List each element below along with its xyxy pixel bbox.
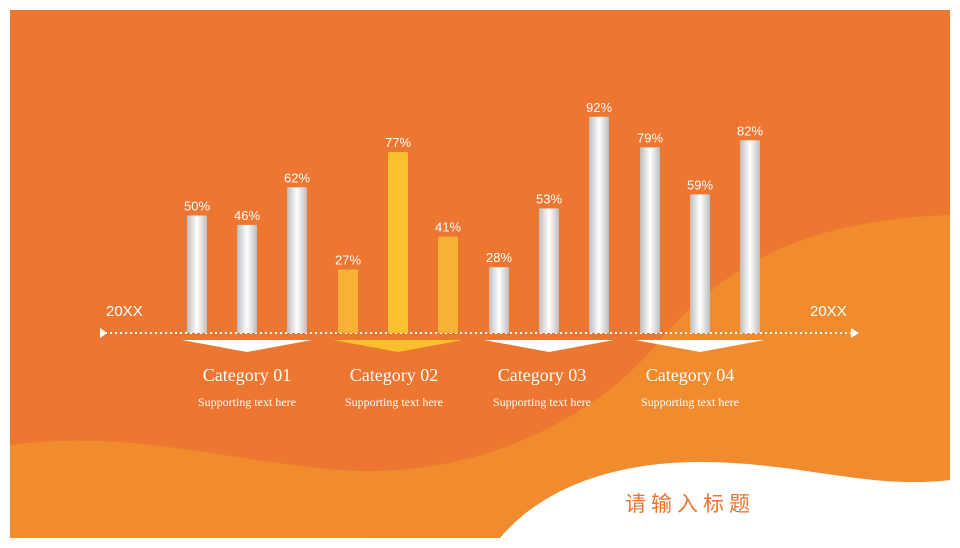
bar-value-label: 82%	[737, 123, 763, 138]
white-corner	[500, 462, 950, 538]
category-marker	[333, 340, 463, 352]
category-03: Category 03 Supporting text here	[472, 364, 612, 410]
category-04: Category 04 Supporting text here	[620, 364, 760, 410]
bar	[338, 269, 358, 333]
timeline-left-arrow	[100, 328, 107, 338]
bar	[287, 187, 307, 333]
background-waves	[10, 215, 950, 538]
bar-value-label: 27%	[335, 253, 361, 268]
category-subtitle: Supporting text here	[493, 395, 591, 409]
bar-value-label: 59%	[687, 177, 713, 192]
bar-value-label: 53%	[536, 191, 562, 206]
wave-right	[10, 215, 950, 538]
bar	[438, 236, 458, 333]
bar-value-label: 79%	[637, 130, 663, 145]
timeline-start-label: 20XX	[106, 303, 143, 320]
bar	[740, 140, 760, 333]
bar	[539, 208, 559, 333]
timeline-right-arrow	[851, 328, 859, 338]
category-label: Category 03	[497, 365, 587, 385]
bar	[187, 215, 207, 333]
category-02: Category 02 Supporting text here	[324, 364, 464, 410]
category-marker	[182, 340, 312, 352]
category-label: Category 04	[645, 365, 735, 385]
slide-title: 请输入标题	[625, 492, 755, 516]
slide: 50% 46% 62% 27% 77% 41% 28% 53% 92% 79% 59% 82% 20X…	[10, 10, 950, 538]
wave-bottom-left	[10, 447, 370, 538]
bar-value-label: 50%	[184, 199, 210, 214]
category-marker	[635, 340, 765, 352]
category-subtitle: Supporting text here	[641, 395, 739, 409]
bar	[690, 194, 710, 333]
category-subtitle: Supporting text here	[198, 395, 296, 409]
category-01: Category 01 Supporting text here	[177, 364, 317, 410]
category-label: Category 01	[202, 365, 292, 385]
timeline-end-label: 20XX	[810, 303, 847, 320]
category-marker	[484, 340, 614, 352]
bar-value-label: 41%	[435, 220, 461, 235]
category-label: Category 02	[349, 365, 439, 385]
bar-value-label: 28%	[486, 250, 512, 265]
bar	[388, 152, 408, 333]
bar-value-label: 92%	[586, 100, 612, 115]
bar-value-label: 46%	[234, 208, 260, 223]
bar-value-label: 77%	[385, 135, 411, 150]
bar	[237, 224, 257, 333]
bar-value-label: 62%	[284, 170, 310, 185]
bar	[640, 147, 660, 333]
bar	[489, 267, 509, 333]
category-subtitle: Supporting text here	[345, 395, 443, 409]
bar-chart: 50% 46% 62% 27% 77% 41% 28% 53% 92% 79% 59% 82%	[100, 100, 859, 352]
bar	[589, 116, 609, 333]
